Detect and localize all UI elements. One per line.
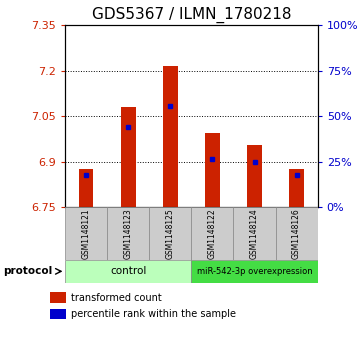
Bar (65, 207, 107, 260)
Text: percentile rank within the sample: percentile rank within the sample (71, 309, 236, 319)
Bar (247, 145, 262, 207)
Bar (163, 66, 178, 207)
Title: GDS5367 / ILMN_1780218: GDS5367 / ILMN_1780218 (92, 7, 291, 23)
Text: miR-542-3p overexpression: miR-542-3p overexpression (197, 267, 312, 276)
Bar (50, 292, 66, 303)
Text: GSM1148122: GSM1148122 (208, 208, 217, 258)
Text: protocol: protocol (4, 266, 53, 276)
Bar (289, 169, 304, 207)
Text: transformed count: transformed count (71, 293, 162, 303)
Bar (205, 133, 220, 207)
Text: control: control (110, 266, 146, 276)
Text: GSM1148123: GSM1148123 (124, 208, 132, 258)
Bar (191, 260, 318, 283)
Bar (79, 169, 93, 207)
Bar (107, 207, 149, 260)
Bar (50, 309, 66, 319)
Bar (149, 207, 191, 260)
Bar (234, 207, 275, 260)
Text: GSM1148121: GSM1148121 (82, 208, 91, 258)
Bar (65, 260, 191, 283)
Text: GSM1148125: GSM1148125 (166, 208, 175, 258)
Text: GSM1148124: GSM1148124 (250, 208, 259, 258)
Bar (121, 107, 135, 207)
Bar (191, 207, 234, 260)
Text: GSM1148126: GSM1148126 (292, 208, 301, 258)
Bar (275, 207, 318, 260)
